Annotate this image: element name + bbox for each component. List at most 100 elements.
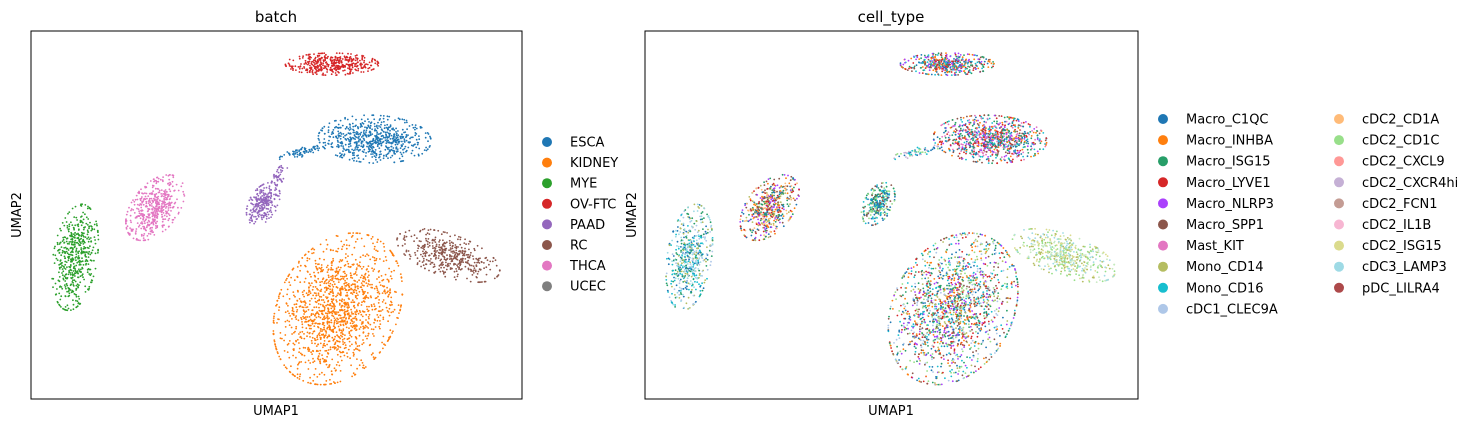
batch-point-esca <box>354 135 357 138</box>
batch-point-ov-ftc <box>359 59 361 62</box>
cell-type-point <box>987 114 990 117</box>
batch-point-esca <box>369 142 372 145</box>
batch-point-mye <box>65 250 68 253</box>
batch-point-rc <box>431 242 434 244</box>
batch-point-esca <box>353 159 355 162</box>
batch-point-kidney <box>332 285 335 288</box>
batch-point-ov-ftc <box>344 57 347 59</box>
batch-point-kidney <box>344 256 347 259</box>
batch-point-thca <box>150 229 153 232</box>
batch-point-esca <box>342 136 345 139</box>
batch-point-ov-ftc <box>359 63 362 66</box>
cell-type-point <box>989 147 991 150</box>
batch-legend-paad-marker <box>542 219 552 230</box>
batch-point-esca <box>369 145 371 148</box>
batch-point-mye <box>72 270 75 272</box>
batch-point-esca <box>423 149 426 152</box>
batch-point-thca <box>141 209 144 212</box>
batch-point-kidney <box>382 316 385 319</box>
batch-point-kidney <box>345 239 348 242</box>
batch-point-mye <box>60 229 62 232</box>
batch-point-paad <box>263 206 266 208</box>
batch-point-kidney <box>330 330 333 332</box>
cell-type-point <box>1039 139 1042 142</box>
batch-point-mye <box>58 251 61 254</box>
batch-point-kidney <box>338 260 341 263</box>
batch-point-ov-ftc <box>342 69 344 72</box>
batch-legend-ov-ftc-label: OV-FTC <box>570 197 616 212</box>
batch-point-ov-ftc <box>300 63 302 65</box>
batch-point-paad <box>269 192 272 195</box>
batch-point-kidney <box>362 265 365 268</box>
batch-point-ov-ftc <box>324 74 327 76</box>
batch-point-thca <box>135 238 138 241</box>
batch-point-kidney <box>314 286 317 288</box>
batch-point-kidney <box>339 346 342 349</box>
batch-point-mye <box>90 240 93 243</box>
batch-point-ov-ftc <box>298 71 301 73</box>
batch-point-thca <box>140 204 143 206</box>
batch-point-esca <box>379 114 382 117</box>
batch-point-kidney <box>335 300 338 303</box>
batch-point-paad <box>258 213 261 216</box>
batch-point-kidney <box>335 270 338 272</box>
cell-type-point <box>1035 131 1037 134</box>
cell-type-point <box>976 134 978 136</box>
batch-point-mye <box>58 292 61 295</box>
cell-type-point <box>992 159 994 162</box>
batch-point-kidney <box>319 349 322 352</box>
batch-point-thca <box>133 200 136 203</box>
batch-point-kidney <box>315 281 318 284</box>
batch-point-esca <box>390 141 392 144</box>
batch-point-kidney <box>372 270 375 272</box>
batch-point-kidney <box>362 364 365 367</box>
batch-point-kidney <box>364 324 367 327</box>
batch-point-paad <box>282 177 285 180</box>
batch-point-kidney <box>366 308 369 311</box>
batch-point-thca <box>151 186 154 189</box>
batch-point-kidney <box>366 268 368 270</box>
batch-point-rc <box>470 270 472 272</box>
batch-point-kidney <box>341 275 344 278</box>
cell-type-title: cell_type <box>858 8 925 27</box>
batch-point-thca <box>180 207 183 209</box>
batch-point-mye <box>83 247 86 250</box>
batch-point-esca <box>348 158 351 161</box>
batch-point-kidney <box>284 311 287 314</box>
batch-point-thca <box>152 222 155 225</box>
batch-point-rc <box>462 257 464 260</box>
batch-point-kidney <box>304 302 307 304</box>
batch-point-paad <box>278 189 281 192</box>
batch-point-ov-ftc <box>357 69 359 72</box>
batch-point-kidney <box>352 351 355 354</box>
batch-point-kidney <box>356 281 359 283</box>
batch-point-kidney <box>345 310 347 313</box>
cell-type-point <box>944 135 946 137</box>
batch-point-thca <box>132 209 135 211</box>
batch-point-mye <box>77 260 80 263</box>
batch-point-rc <box>455 249 458 252</box>
batch-point-rc <box>454 234 456 237</box>
batch-point-kidney <box>272 333 275 336</box>
batch-point-kidney <box>343 305 346 308</box>
batch-point-esca <box>356 141 358 143</box>
batch-point-kidney <box>281 337 283 340</box>
batch-point-kidney <box>298 351 300 354</box>
batch-point-mye <box>69 264 72 266</box>
batch-point-kidney <box>323 282 326 285</box>
batch-point-kidney <box>389 249 391 252</box>
batch-point-kidney <box>288 370 291 373</box>
batch-point-rc <box>440 233 443 236</box>
batch-point-kidney <box>343 299 346 301</box>
batch-point-kidney <box>288 281 291 284</box>
batch-point-kidney <box>307 323 310 326</box>
batch-point-kidney <box>293 331 295 334</box>
cell-type-point <box>986 132 988 135</box>
batch-x-axis-label: UMAP1 <box>253 404 299 419</box>
cell-type-point <box>1026 155 1029 158</box>
cell-type-point <box>1017 154 1020 157</box>
batch-point-kidney <box>355 336 358 339</box>
batch-point-esca <box>372 162 375 165</box>
batch-point-rc <box>439 270 442 273</box>
cell-type-point <box>993 148 996 151</box>
